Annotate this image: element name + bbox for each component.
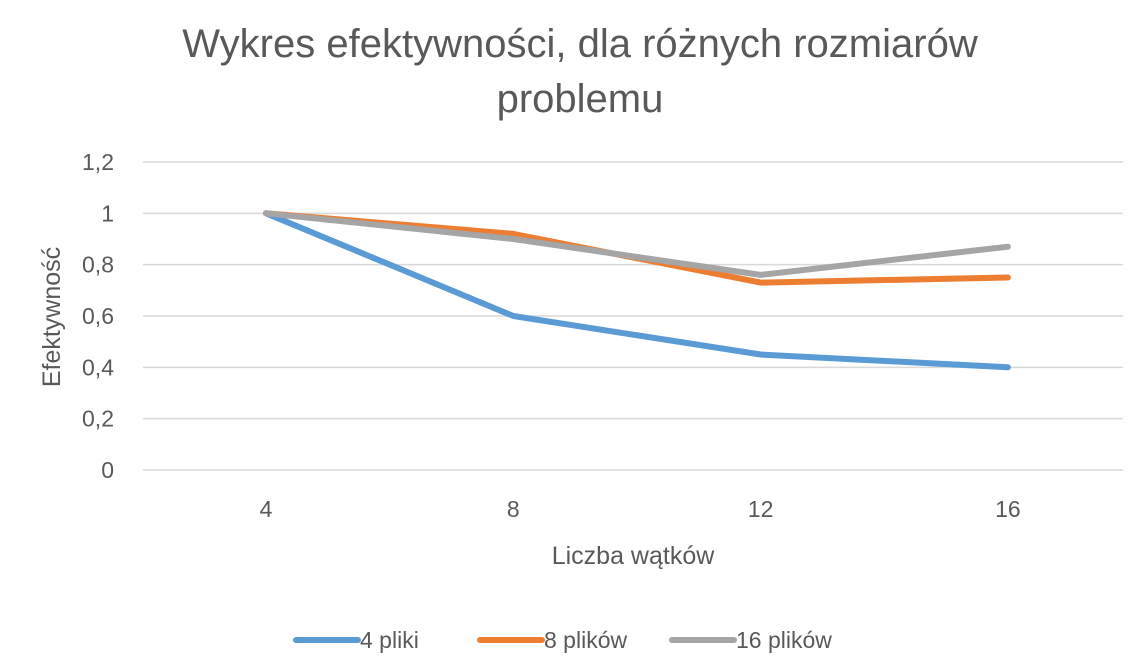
legend-label: 4 pliki [360, 627, 419, 653]
gridlines [143, 161, 1123, 471]
x-tick-label: 12 [748, 496, 774, 522]
x-tick-label: 8 [507, 496, 520, 522]
x-tick-label: 16 [995, 496, 1021, 522]
series-lines [263, 210, 1011, 371]
x-tick-label: 4 [260, 496, 273, 522]
y-axis-title: Efektywność [38, 247, 66, 387]
y-tick-label: 0,2 [82, 406, 114, 432]
y-tick-label: 0,8 [82, 252, 114, 278]
y-tick-label: 1,2 [82, 149, 114, 175]
series-line [263, 210, 1011, 278]
y-tick-label: 0,6 [82, 303, 114, 329]
chart-title-line-1: Wykres efektywności, dla różnych rozmiar… [182, 22, 978, 66]
y-tick-label: 0,4 [82, 354, 114, 380]
x-axis-ticks: 4 8 12 16 [260, 496, 1021, 522]
x-axis-title: Liczba wątków [552, 542, 716, 570]
y-axis-ticks: 0 0,2 0,4 0,6 0,8 1 1,2 [82, 149, 114, 483]
legend-label: 16 plików [736, 627, 832, 653]
legend: 4 pliki 8 plików 16 plików [293, 627, 832, 653]
series-line [263, 210, 1011, 371]
chart-title-line-2: problemu [497, 77, 664, 121]
y-tick-label: 1 [101, 200, 114, 226]
legend-label: 8 plików [544, 627, 627, 653]
y-tick-label: 0 [101, 457, 114, 483]
